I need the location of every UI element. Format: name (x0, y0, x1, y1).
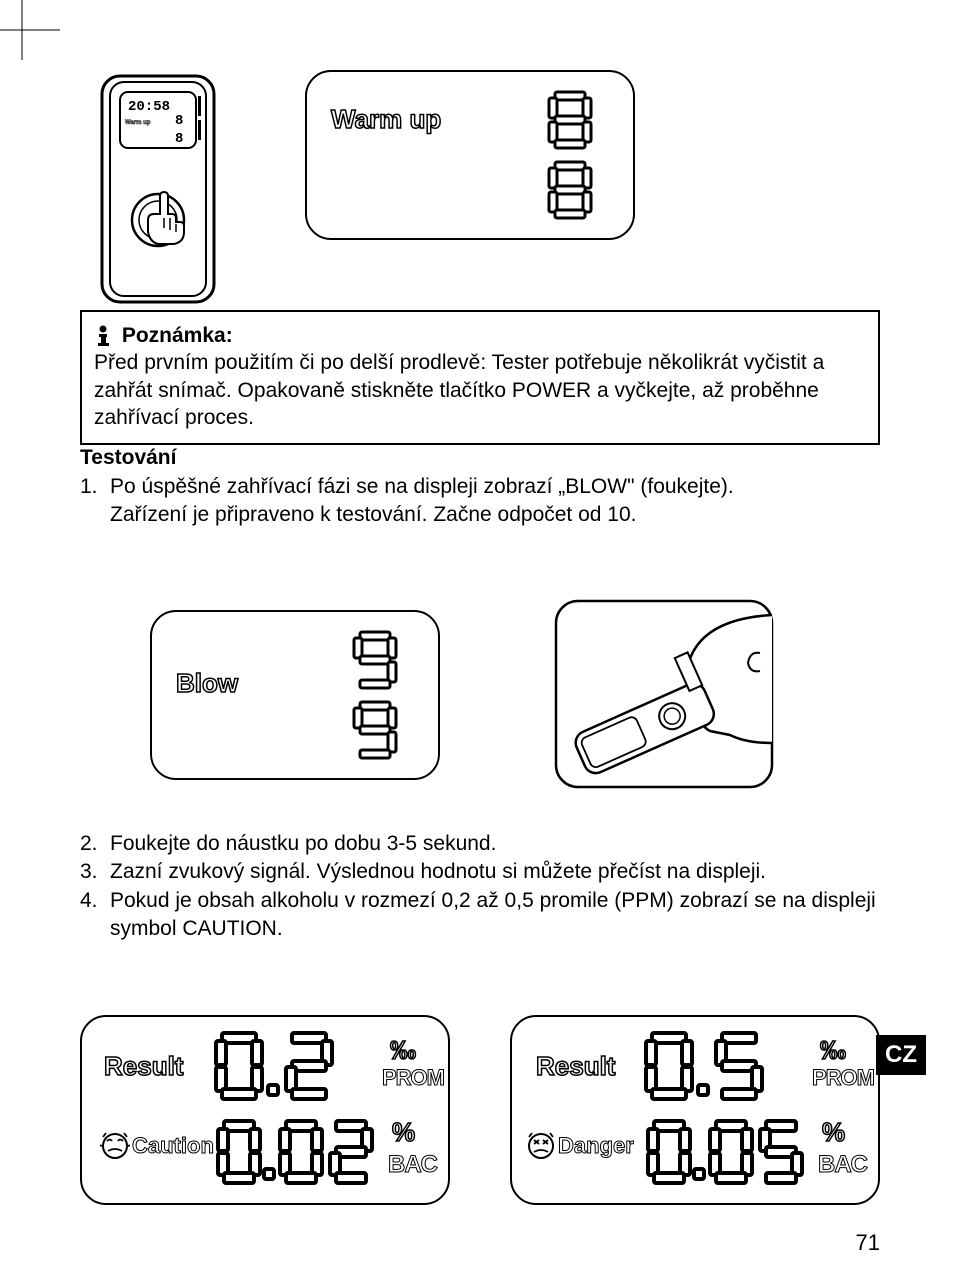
result1-permille: ‰ (390, 1035, 416, 1066)
result2-bac: BAC (818, 1151, 867, 1179)
result1-bac: BAC (388, 1151, 437, 1179)
svg-text:8: 8 (175, 113, 183, 129)
note-body: Před prvním použitím či po delší prodlev… (94, 349, 866, 431)
mid-figure-row: Blow (150, 595, 780, 795)
blow-lcd-panel: Blow (150, 610, 440, 780)
step3-text: Zazní zvukový signál. Výslednou hodnotu … (110, 858, 880, 886)
step1-line-b: Zařízení je připraveno k testování. Začn… (110, 503, 636, 526)
result2-bottom-value (646, 1115, 836, 1195)
step-num-1: 1. (80, 473, 102, 528)
result1-prom: PROM (382, 1065, 444, 1091)
blow-person-figure (550, 595, 780, 795)
result-label-2: Result (536, 1051, 615, 1082)
testing-section: Testování 1. Po úspěšné zahřívací fázi s… (80, 444, 880, 528)
caution-icon (100, 1131, 130, 1161)
svg-text:20:58: 20:58 (128, 99, 170, 115)
result2-percent: % (822, 1117, 845, 1148)
page-number: 71 (856, 1230, 880, 1256)
result1-top-value (212, 1027, 382, 1107)
svg-text:8: 8 (175, 131, 183, 147)
steps-2-4: 2. Foukejte do náustku po dobu 3-5 sekun… (80, 830, 880, 943)
danger-icon (526, 1131, 556, 1161)
device-with-hand-figure: 20:58 Warm up 8 8 (80, 70, 250, 310)
step-num-2: 2. (80, 830, 102, 858)
result2-warn-label: Danger (558, 1133, 634, 1159)
step2-text: Foukejte do náustku po dobu 3-5 sekund. (110, 830, 880, 858)
note-title: Poznámka: (122, 324, 233, 347)
warmup-label: Warm up (331, 104, 441, 135)
step1-line-a: Po úspěšné zahřívací fázi se na displeji… (110, 475, 734, 498)
step4-text: Pokud je obsah alkoholu v rozmezí 0,2 až… (110, 887, 880, 944)
result1-bottom-value (216, 1115, 406, 1195)
blow-label: Blow (176, 668, 238, 699)
result-panel-caution: Result (80, 1015, 450, 1205)
note-box: Poznámka: Před prvním použitím či po del… (80, 310, 880, 445)
result2-permille: ‰ (820, 1035, 846, 1066)
svg-text:Warm up: Warm up (125, 120, 151, 126)
result1-warn-label: Caution (132, 1133, 214, 1159)
top-figure-row: 20:58 Warm up 8 8 Warm up (80, 70, 635, 310)
result-panel-danger: Result (510, 1015, 880, 1205)
info-icon (94, 325, 116, 347)
result-figure-row: Result (80, 1015, 880, 1205)
heading-testing: Testování (80, 444, 880, 471)
step-num-3: 3. (80, 858, 102, 886)
step-num-4: 4. (80, 887, 102, 944)
result1-percent: % (392, 1117, 415, 1148)
result2-prom: PROM (812, 1065, 874, 1091)
language-badge: CZ (876, 1035, 926, 1075)
result2-top-value (642, 1027, 812, 1107)
warmup-lcd-panel: Warm up (305, 70, 635, 240)
result-label-1: Result (104, 1051, 183, 1082)
